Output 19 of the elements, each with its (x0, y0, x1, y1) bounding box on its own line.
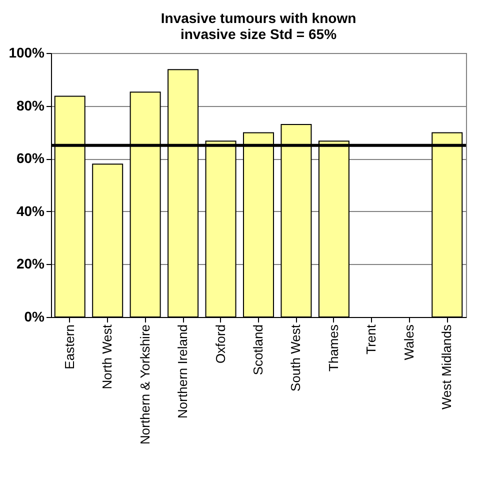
x-tick-label: Eastern (62, 324, 77, 370)
x-tick-label: West Midlands (439, 324, 454, 410)
y-tick-label: 0% (24, 308, 46, 324)
text: invasive size Std = 65% (180, 26, 337, 42)
text: Invasive tumours with known (160, 10, 356, 26)
y-tick-label: 60% (16, 150, 46, 166)
x-tick-label: Wales (401, 324, 416, 360)
x-tick-label: Northern Ireland (175, 324, 190, 418)
y-tick-label: 40% (16, 202, 46, 219)
x-tick-label: Oxford (212, 324, 228, 364)
x-tick-label: Northern & Yorkshire (137, 324, 152, 444)
y-tick-label: 20% (16, 256, 46, 272)
y-tick-label: 80% (16, 97, 46, 114)
x-tick-label: South West (288, 324, 304, 392)
y-tick-label: 100% (8, 44, 46, 60)
x-tick-label: North West (100, 324, 115, 390)
x-tick-label: Scotland (250, 324, 266, 376)
x-tick-label: Thames (326, 324, 341, 372)
x-tick-label: Trent (364, 324, 379, 354)
